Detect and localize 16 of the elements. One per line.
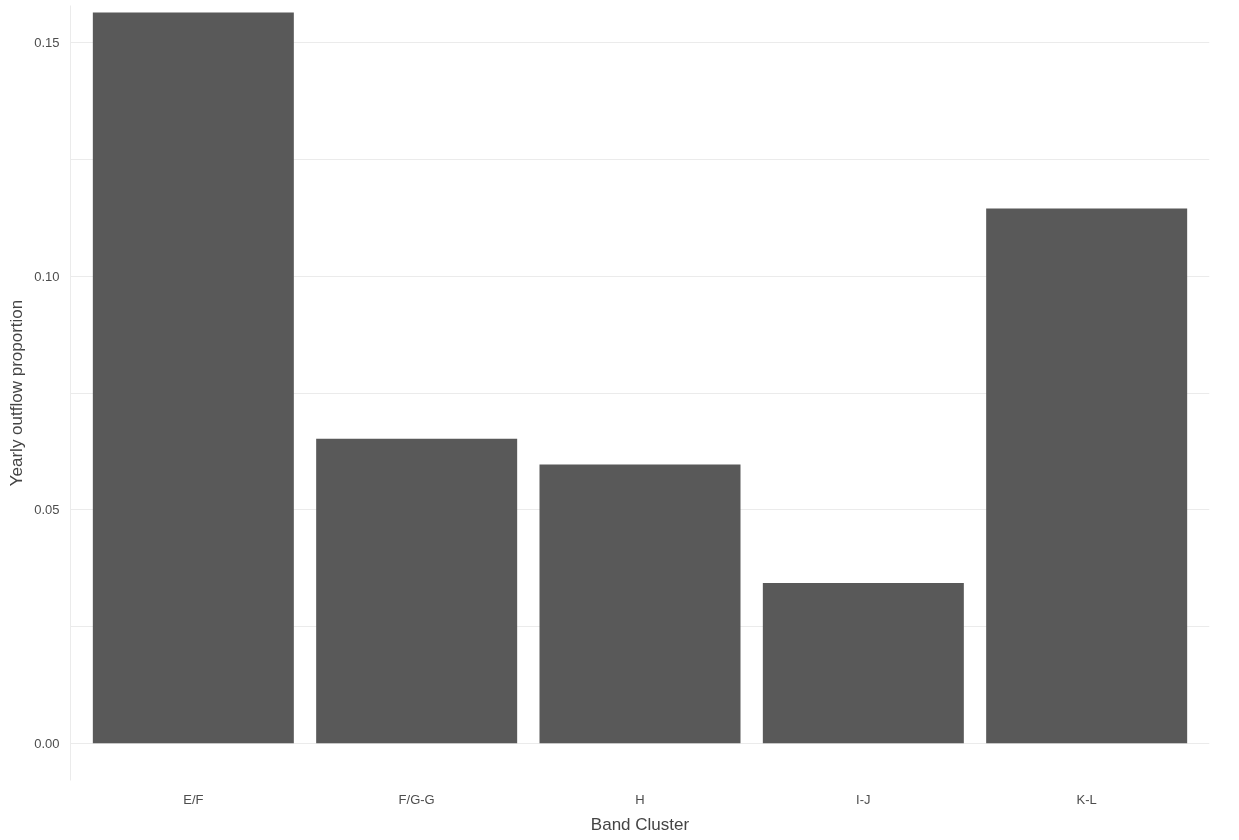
bar bbox=[539, 464, 741, 744]
y-axis-title: Yearly outflow proportion bbox=[7, 299, 27, 487]
x-tick-label: H bbox=[635, 791, 645, 807]
x-tick-label: F/G-G bbox=[398, 791, 435, 807]
y-tick-label: 0.05 bbox=[34, 502, 60, 518]
y-tick-label: 0.15 bbox=[34, 35, 60, 51]
x-tick-label: I-J bbox=[856, 791, 871, 807]
x-axis-title: Band Cluster bbox=[590, 814, 690, 834]
bar bbox=[986, 208, 1188, 744]
x-tick-label: E/F bbox=[183, 791, 204, 807]
y-tick-label: 0.10 bbox=[34, 268, 60, 284]
y-tick-label: 0.00 bbox=[34, 735, 60, 751]
bar bbox=[92, 12, 294, 744]
bar bbox=[316, 438, 518, 744]
x-tick-label: K-L bbox=[1076, 791, 1097, 807]
bar bbox=[762, 583, 964, 744]
